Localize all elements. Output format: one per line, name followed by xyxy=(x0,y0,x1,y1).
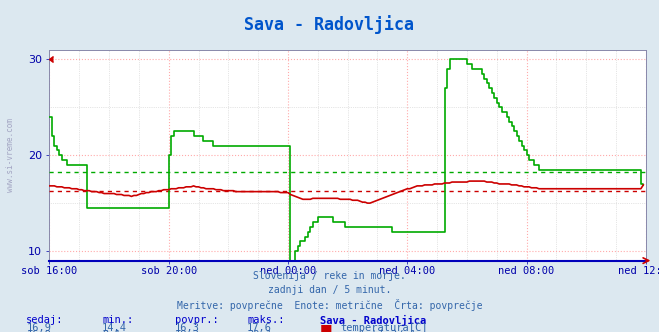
Text: Meritve: povprečne  Enote: metrične  Črta: povprečje: Meritve: povprečne Enote: metrične Črta:… xyxy=(177,299,482,311)
Text: temperatura[C]: temperatura[C] xyxy=(341,323,428,332)
Text: min.:: min.: xyxy=(102,315,133,325)
Text: 16,9: 16,9 xyxy=(26,323,51,332)
Text: 30,1: 30,1 xyxy=(247,330,272,332)
Text: sedaj:: sedaj: xyxy=(26,315,64,325)
Text: pretok[m3/s]: pretok[m3/s] xyxy=(341,330,416,332)
Text: ■: ■ xyxy=(320,329,332,332)
Text: Slovenija / reke in morje.: Slovenija / reke in morje. xyxy=(253,271,406,281)
Text: 16,3: 16,3 xyxy=(175,323,200,332)
Text: maks.:: maks.: xyxy=(247,315,285,325)
Text: Sava - Radovljica: Sava - Radovljica xyxy=(320,315,426,326)
Text: ■: ■ xyxy=(320,322,332,332)
Text: 17,6: 17,6 xyxy=(247,323,272,332)
Text: 9,1: 9,1 xyxy=(102,330,121,332)
Text: 16,9: 16,9 xyxy=(26,330,51,332)
Text: zadnji dan / 5 minut.: zadnji dan / 5 minut. xyxy=(268,285,391,295)
Text: www.si-vreme.com: www.si-vreme.com xyxy=(6,118,15,192)
Text: 18,2: 18,2 xyxy=(175,330,200,332)
Text: povpr.:: povpr.: xyxy=(175,315,218,325)
Text: 14,4: 14,4 xyxy=(102,323,127,332)
Text: Sava - Radovljica: Sava - Radovljica xyxy=(244,15,415,34)
